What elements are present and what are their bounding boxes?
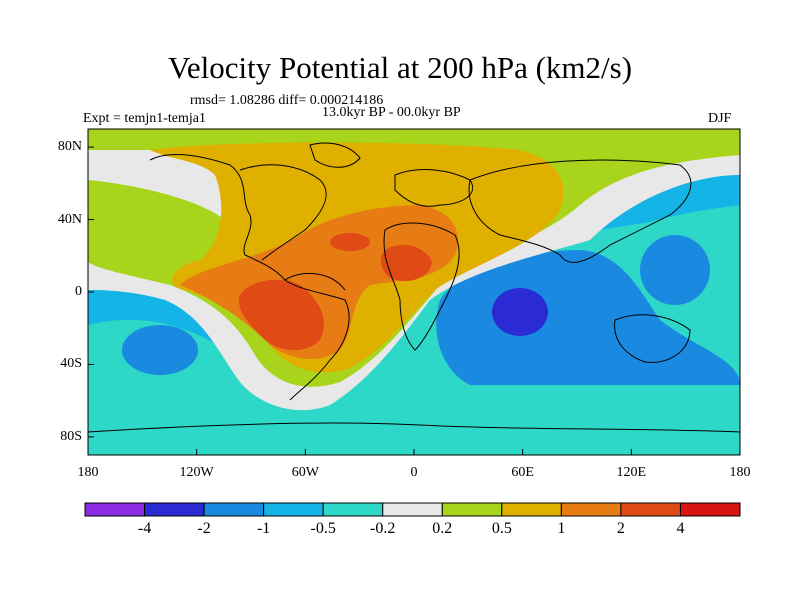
lat-tick-label: 40S bbox=[60, 356, 82, 372]
colorbar-label: 1 bbox=[557, 520, 566, 537]
coast-asia bbox=[468, 159, 692, 263]
colorbar-swatch bbox=[203, 502, 265, 517]
colorbar-label: -0.2 bbox=[370, 520, 396, 537]
colorbar-swatch bbox=[679, 502, 741, 517]
coast-americas-west bbox=[149, 154, 350, 401]
period-text: 13.0kyr BP - 00.0kyr BP bbox=[322, 105, 461, 120]
coast-samerica-north bbox=[284, 272, 346, 291]
field-redorange-samerica bbox=[239, 279, 324, 351]
lon-tick-label: 120E bbox=[616, 465, 647, 480]
coast-africa bbox=[383, 222, 460, 351]
colorbar-label: -0.5 bbox=[310, 520, 336, 537]
field-blue-spac bbox=[122, 325, 198, 375]
colorbar-label: -4 bbox=[137, 520, 152, 537]
lat-tick-label: 80N bbox=[57, 139, 82, 155]
colorbar bbox=[84, 502, 741, 517]
field-redorange-atlantic bbox=[330, 233, 370, 251]
stats-text: rmsd= 1.08286 diff= 0.000214186 bbox=[190, 93, 384, 108]
contour-field bbox=[88, 129, 740, 455]
coastlines bbox=[88, 142, 740, 433]
figure-title: Velocity Potential at 200 hPa (km2/s) bbox=[167, 50, 633, 85]
lat-tick-label: 80S bbox=[60, 428, 82, 444]
coast-namerica-east bbox=[239, 164, 327, 261]
colorbar-swatch bbox=[322, 502, 384, 517]
colorbar-swatch bbox=[501, 502, 562, 517]
colorbar-swatch bbox=[560, 502, 622, 517]
coast-australia bbox=[614, 314, 691, 363]
colorbar-label: -1 bbox=[256, 520, 271, 537]
field-darkblue-indian bbox=[492, 288, 548, 336]
field-blue-indian bbox=[436, 250, 740, 385]
lat-tick-label: 40N bbox=[57, 211, 82, 227]
colorbar-label: -2 bbox=[197, 520, 211, 537]
coast-europe bbox=[394, 169, 473, 207]
lon-tick-label: 60W bbox=[291, 465, 319, 480]
field-blue-wpac bbox=[640, 235, 710, 305]
colorbar-swatch bbox=[620, 502, 681, 517]
lon-tick-label: 180 bbox=[77, 465, 99, 480]
field-redorange-africa bbox=[380, 244, 432, 282]
lat-tick-label: 0 bbox=[75, 284, 82, 299]
experiment-text: Expt = temjn1-temja1 bbox=[83, 111, 206, 126]
season-text: DJF bbox=[708, 111, 732, 126]
colorbar-swatch bbox=[382, 502, 443, 517]
colorbar-swatch bbox=[441, 502, 503, 517]
colorbar-swatch bbox=[144, 502, 205, 517]
lon-tick-label: 120W bbox=[179, 465, 214, 480]
colorbar-label: 0.5 bbox=[491, 520, 512, 537]
colorbar-label: 4 bbox=[676, 520, 685, 537]
colorbar-label: 2 bbox=[616, 520, 625, 537]
coast-antarctica bbox=[88, 422, 740, 433]
coast-greenland bbox=[309, 142, 361, 168]
lon-tick-label: 180 bbox=[729, 465, 751, 480]
lon-tick-label: 0 bbox=[410, 465, 418, 480]
colorbar-swatch bbox=[263, 502, 324, 517]
field-grey-npac bbox=[88, 150, 225, 220]
colorbar-swatch bbox=[84, 502, 146, 517]
tick-marks bbox=[87, 146, 741, 455]
colorbar-label: 0.2 bbox=[432, 520, 453, 537]
lon-tick-label: 60E bbox=[511, 465, 534, 480]
